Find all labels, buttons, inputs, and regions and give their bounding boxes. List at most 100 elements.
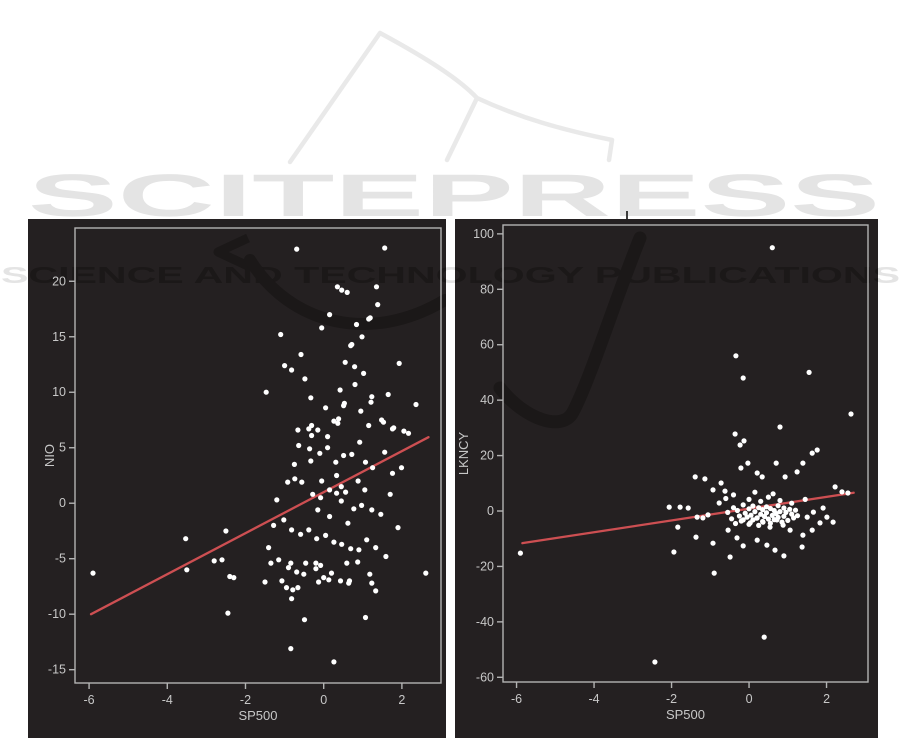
data-point [310,491,316,497]
data-point [401,428,407,434]
data-point [325,434,331,440]
data-point [845,490,851,496]
data-point [705,512,711,518]
data-point [183,536,189,542]
data-point [353,321,360,328]
data-point [677,504,683,510]
data-point [325,445,331,451]
data-point [334,284,340,290]
data-point [295,427,301,433]
data-point [331,539,337,545]
data-point [746,506,752,512]
data-point [323,405,329,411]
data-point [289,527,295,533]
regression-line [521,491,855,545]
data-point [301,617,308,623]
data-point [355,559,361,565]
data-point [327,312,333,318]
y-tick-label: 20 [52,274,66,288]
data-point [748,512,754,518]
data-point [316,579,322,585]
figure-nio-vs-sp500: SCIENCE AND TECHNOLOGY PUBLICATIONS 20 15… [28,219,446,738]
data-point [331,418,337,424]
data-point [765,516,771,522]
data-point [364,537,370,543]
data-point [227,573,233,580]
data-point [346,580,352,586]
data-point [334,472,340,479]
data-point [303,560,309,566]
y-tick-label: -60 [476,670,494,684]
data-point [367,571,373,577]
ghost-logo-mark [213,233,250,271]
data-point [90,570,96,576]
data-point [734,535,740,541]
data-point [337,578,344,584]
data-point [288,646,294,652]
data-point [710,540,716,546]
data-point [285,479,291,485]
data-point [758,511,764,517]
data-point [754,515,760,521]
data-point [772,547,778,553]
data-point [343,489,349,495]
data-point [693,534,699,540]
data-point [395,525,401,531]
data-point [761,513,768,520]
x-tick-label: -2 [240,693,251,707]
ghost-logo-mark [244,254,446,330]
data-point [752,489,758,495]
data-point [785,517,791,523]
scatter-plot-nio: 20 15 10 5 0 -5 -10 -15 -6 -4 -2 0 2 NIO SP500 [42,227,442,723]
data-point [348,343,354,349]
data-point [773,460,779,466]
data-point [326,577,332,583]
data-point [685,505,691,511]
data-point [362,487,368,493]
x-axis-title: SP500 [238,708,277,723]
data-point [331,659,337,665]
data-point [742,510,748,516]
data-point [382,245,388,251]
brand-watermark-text: SCITEPRESS [28,162,880,229]
data-point [694,514,700,520]
y-tick-label: 0 [487,504,494,518]
data-point [791,515,797,521]
data-point [754,537,760,543]
plot-panel-border [74,227,442,684]
data-point [327,487,333,493]
data-point [718,480,724,486]
data-point [777,424,783,430]
data-point [338,498,344,504]
data-point [383,553,389,560]
data-point [338,484,344,490]
data-point [737,442,743,448]
data-point [745,460,751,466]
data-point [342,359,348,365]
data-point [315,427,321,433]
figure-lkncy-vs-sp500: SCIENCE AND TECHNOLOGY PUBLICATIONS 100 8… [455,219,878,738]
data-point [344,289,350,295]
data-point [359,334,365,340]
data-point [291,461,297,467]
data-point [274,497,280,503]
x-tick-label: -6 [84,693,95,707]
y-tick-label: 5 [59,441,66,455]
data-point [763,504,770,510]
data-point [773,510,779,517]
data-point [306,527,312,533]
data-point [839,489,845,495]
data-point [820,505,826,511]
data-point [800,460,806,466]
data-point [652,659,658,665]
data-point [349,451,355,457]
data-point [351,506,357,512]
data-point [276,557,282,563]
data-point [413,401,419,408]
data-point [299,479,305,485]
data-point [740,543,746,549]
data-point [315,507,321,513]
data-point [314,536,320,542]
data-point [361,370,367,376]
